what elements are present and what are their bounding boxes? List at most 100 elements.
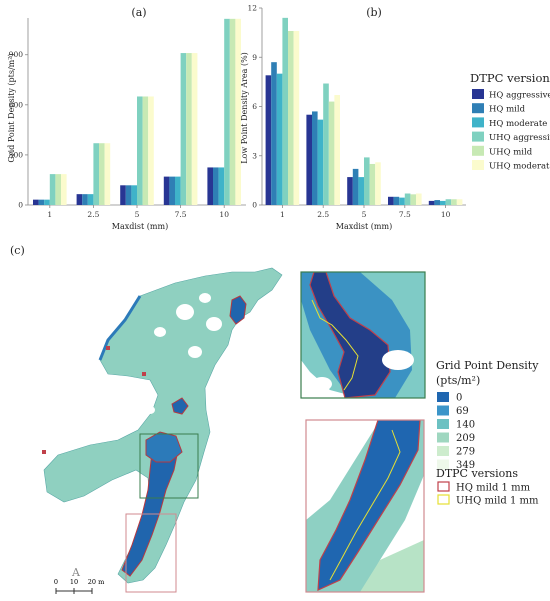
y-tick-label: 6 [252,102,257,111]
panel-label-a: (a) [131,6,146,19]
outline-legend-title: DTPC versions [436,467,518,480]
chart-a-xlabel: Maxdist (mm) [112,222,168,231]
bar-hq_moderate-1 [317,119,324,205]
north-arrow-label: A [71,566,81,579]
inset-box-top [139,433,199,499]
bar-uhq_moderate-0 [293,30,300,205]
inset-top-dark-channel [309,272,391,398]
inset-bottom-dark-channel [317,420,421,591]
density-label-5: 349 [456,460,475,471]
bar-uhq_mild-3 [410,194,416,205]
bar-hq_aggressive-2 [347,177,353,205]
bar-uhq_moderate-2 [148,96,154,205]
map-edge-mark [42,450,46,454]
bar-uhq_mild-2 [142,96,149,205]
bar-uhq_moderate-1 [104,143,111,205]
x-tick-label: 10 [219,210,229,219]
map-dark-patch [145,431,183,463]
legend-swatch-hq_moderate [472,117,484,128]
bar-uhq_mild-0 [55,174,61,205]
legend-label-hq_moderate: HQ moderate [489,119,547,129]
y-tick-label: 0 [18,201,23,210]
density-label-1: 69 [456,406,469,417]
density-swatch-3 [437,432,449,443]
bar-hq_moderate-3 [399,197,405,205]
bar-uhq_moderate-2 [375,162,381,205]
outline-swatch-outline_uhq [437,494,450,505]
map-edge-mark [142,372,146,376]
bar-hq_moderate-1 [87,194,94,205]
density-legend: Grid Point Density (pts/m²) 0 69 140 209 279… [436,359,539,471]
map-hole [145,406,155,414]
bar-uhq_aggressive-2 [364,157,370,205]
bar-uhq_aggressive-4 [224,18,230,205]
density-legend-title-2: (pts/m²) [436,374,480,387]
inset-bottom-light-area [306,420,350,500]
density-swatch-2 [437,419,449,429]
bar-uhq_moderate-1 [334,95,340,205]
bar-uhq_aggressive-3 [180,53,187,205]
inset-bottom [305,419,425,593]
inset-bottom-uhq-line [329,429,401,581]
bar-uhq_moderate-0 [61,174,67,205]
x-tick-label: 5 [135,210,140,219]
legend-label-uhq_aggressive: UHQ aggressive [489,133,550,143]
chart-a: (a) Grid Point Density (pts/m²) Maxdist … [7,6,246,231]
bar-uhq_aggressive-1 [93,143,99,205]
bar-uhq_mild-1 [328,101,335,205]
inset-bottom-lower-right [360,540,424,592]
bar-hq_mild-4 [434,200,440,205]
legend-swatch-uhq_aggressive [472,131,484,142]
bar-hq_mild-3 [169,176,175,205]
bar-hq_aggressive-0 [265,75,272,205]
density-label-3: 209 [456,433,475,444]
inset-top-uhq-line [311,299,359,391]
bar-uhq_mild-3 [186,53,192,205]
main-map [42,267,283,593]
bar-hq_moderate-4 [218,167,225,205]
map-edge-mark [106,346,110,350]
bar-hq_mild-4 [213,167,219,205]
map-region-shape [43,267,283,584]
legend-label-hq_mild: HQ mild [489,105,526,115]
chart-b-xlabel: Maxdist (mm) [336,222,392,231]
map-hole [176,304,194,320]
legend-swatch-hq_mild [472,103,484,114]
bar-hq_aggressive-4 [207,167,213,205]
x-tick-label: 2.5 [87,210,99,219]
bar-uhq_moderate-4 [235,18,241,205]
map-dark-spot-top [229,295,247,325]
bar-hq_aggressive-1 [306,114,312,205]
x-tick-label: 1 [280,210,285,219]
bar-hq_aggressive-4 [428,200,435,205]
bar-hq_mild-2 [352,168,359,205]
x-tick-label: 2.5 [317,210,329,219]
bar-hq_moderate-0 [44,199,50,205]
bar-legend-title: DTPC versions [470,71,550,85]
inset-box-bottom [125,513,177,593]
density-swatch-1 [437,405,449,416]
map-dark-spot-mid [171,397,189,415]
bar-hq_aggressive-3 [163,176,170,205]
bar-hq_mild-1 [82,194,88,205]
bar-uhq_mild-2 [369,163,376,205]
y-tick-label: 600 [9,100,24,109]
north-arrow: A [71,566,81,579]
bar-legend: DTPC versions HQ aggressive HQ mild HQ mod… [470,71,550,172]
x-tick-label: 5 [362,210,367,219]
outline-label-outline_uhq: UHQ mild 1 mm [456,496,539,507]
y-tick-label: 12 [247,4,257,13]
scale-label-10: 10 [70,578,78,586]
scale-label-20: 20 m [88,578,105,586]
legend-label-uhq_mild: UHQ mild [489,147,533,157]
density-label-2: 140 [456,420,475,431]
panel-label-b: (b) [366,6,382,19]
bar-hq_aggressive-2 [120,185,126,205]
bar-hq_mild-1 [312,111,318,205]
bar-uhq_mild-0 [288,30,294,205]
y-tick-label: 3 [252,151,257,160]
bar-uhq_moderate-3 [191,53,198,205]
y-tick-label: 900 [9,50,24,59]
density-swatch-0 [437,392,449,402]
y-tick-label: 0 [252,201,257,210]
